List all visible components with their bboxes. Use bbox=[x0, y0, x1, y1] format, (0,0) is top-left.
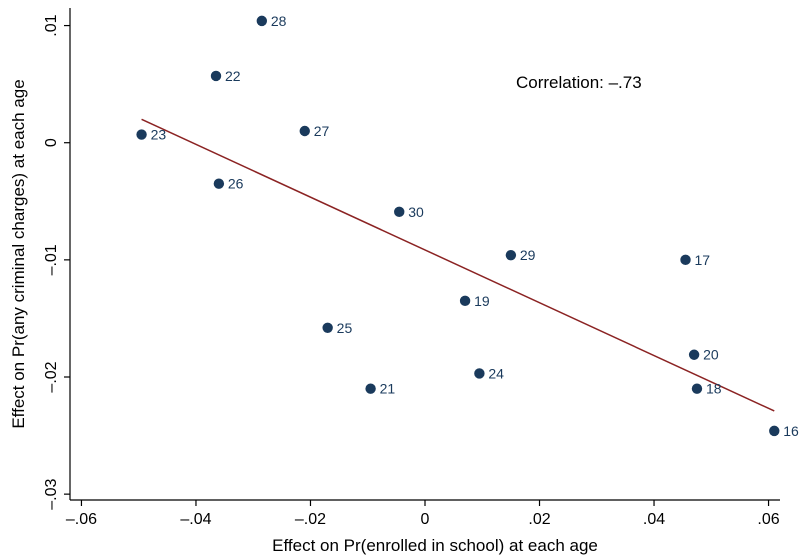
data-point bbox=[680, 254, 691, 266]
data-point-label: 29 bbox=[520, 247, 536, 263]
y-tick-label: –.03 bbox=[43, 478, 60, 509]
y-tick-label: –.02 bbox=[43, 361, 60, 392]
data-point-label: 22 bbox=[225, 68, 241, 84]
data-point-group: 16 bbox=[769, 423, 799, 439]
x-tick-label: –.04 bbox=[180, 511, 211, 528]
fit-line bbox=[141, 118, 775, 412]
data-point-label: 27 bbox=[314, 123, 330, 139]
data-point bbox=[394, 206, 405, 218]
data-point bbox=[322, 322, 333, 333]
correlation-annotation: Correlation: –.73 bbox=[516, 73, 642, 92]
data-point bbox=[365, 383, 376, 394]
data-point-label: 17 bbox=[695, 252, 711, 268]
data-point-label: 20 bbox=[703, 347, 719, 363]
data-point-label: 16 bbox=[783, 423, 799, 439]
x-tick-label: –.06 bbox=[66, 511, 97, 528]
data-point-group: 25 bbox=[322, 320, 352, 336]
data-point-label: 26 bbox=[228, 176, 244, 192]
data-point-group: 28 bbox=[256, 13, 287, 29]
data-point-label: 24 bbox=[488, 365, 504, 381]
data-point-group: 24 bbox=[474, 365, 504, 381]
x-tick-label: .06 bbox=[757, 511, 779, 528]
plot-area: –.06 –.04 –.02 0.02.04.06 –.03–.02–.010.01 … bbox=[43, 8, 799, 528]
data-point bbox=[256, 15, 268, 27]
x-axis-ticks: –.06 –.04 –.02 0 .02 .04 .06 bbox=[66, 500, 780, 528]
y-axis-title: Effect on Pr(any criminal charges) at ea… bbox=[9, 79, 28, 428]
data-point bbox=[691, 383, 703, 394]
data-point-label: 18 bbox=[706, 381, 722, 397]
data-point-group: 18 bbox=[691, 381, 722, 397]
data-point-group: 29 bbox=[505, 247, 536, 263]
data-point bbox=[769, 425, 780, 437]
data-point-group: 22 bbox=[210, 68, 241, 84]
data-point-label: 30 bbox=[408, 204, 424, 220]
data-point bbox=[474, 368, 485, 379]
y-tick-label: .01 bbox=[43, 14, 60, 36]
data-point bbox=[136, 129, 147, 140]
y-tick-label: 0 bbox=[43, 138, 60, 147]
y-axis-ticks: –.03 –.02 –.01 0 .01 bbox=[43, 14, 70, 510]
data-point bbox=[459, 295, 471, 307]
data-point-group: 20 bbox=[688, 347, 719, 363]
data-point-group: 30 bbox=[394, 204, 424, 220]
data-point-group: 19 bbox=[459, 293, 490, 309]
data-point-label: 19 bbox=[474, 293, 490, 309]
data-point bbox=[299, 125, 310, 137]
data-point-group: 23 bbox=[136, 127, 166, 143]
data-point-group: 17 bbox=[680, 252, 710, 268]
x-tick-label: .04 bbox=[643, 511, 665, 528]
data-points: 28 22 27 23 26 30 29 17 19 25 20 24 21 18 16 bbox=[136, 13, 799, 439]
data-point-label: 23 bbox=[151, 127, 167, 143]
data-point-label: 25 bbox=[337, 320, 353, 336]
data-point bbox=[688, 349, 700, 360]
x-tick-label: 0 bbox=[421, 511, 430, 528]
y-tick-label: –.01 bbox=[43, 244, 60, 275]
data-point bbox=[505, 249, 517, 261]
data-point bbox=[213, 178, 225, 189]
x-axis-title: Effect on Pr(enrolled in school) at each… bbox=[272, 536, 598, 555]
data-point-group: 26 bbox=[213, 176, 244, 192]
x-tick-label: .02 bbox=[528, 511, 550, 528]
x-tick-label: –.02 bbox=[295, 511, 326, 528]
data-point-label: 28 bbox=[271, 13, 287, 29]
data-point-group: 21 bbox=[365, 381, 395, 397]
data-point-label: 21 bbox=[380, 381, 396, 397]
data-point-group: 27 bbox=[299, 123, 330, 139]
data-point bbox=[210, 70, 222, 82]
